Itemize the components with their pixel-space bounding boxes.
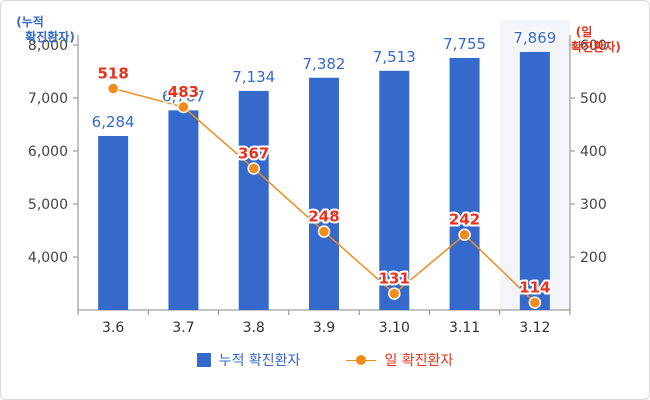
line-value-label: 518 [97,64,128,82]
line-point [388,287,401,300]
line-point [106,82,120,95]
line-value-label-halo: 131 [379,270,410,288]
bar [519,51,550,311]
legend-item-line: 일 확진환자 [346,350,453,370]
bar [309,77,339,310]
y-left-axis-title: (누적 [16,14,44,29]
legend: 누적 확진환자 일 확진환자 [0,350,650,370]
bar [98,135,129,310]
bar-value-label: 7,755 [443,35,486,53]
x-tick-label: 3.9 [313,320,335,336]
line-value-label: 242 [449,211,480,229]
line-value-label-halo: 483 [168,83,199,101]
bar [379,70,410,310]
legend-line-label: 일 확진환자 [384,353,454,369]
y-right-tick-label: 500 [580,91,607,107]
line-point [528,296,542,309]
line-point [317,225,331,238]
y-left-tick-label: 6,000 [28,144,68,160]
bar [168,110,199,310]
bar-value-label-halo: 7,134 [232,68,275,86]
bar-value-label: 7,134 [232,68,275,86]
line-value-label: 131 [379,270,410,288]
bar-value-label: 7,513 [373,48,416,66]
chart: 4,000 5,000 6,000 7,000 8,000 200 300 400 500 600… [16,14,621,336]
line-value-label: 114 [519,279,550,297]
x-tick-label: 3.8 [243,320,265,336]
bar-value-label: 6,767 [162,87,205,105]
x-tick-label: 3.12 [519,320,550,336]
line-point [177,100,190,114]
line-value-label-halo: 518 [97,64,128,82]
y-left-tick-label: 4,000 [28,250,68,266]
legend-bar-label: 누적 확진환자 [218,353,301,369]
line-value-label-halo: 114 [519,279,550,297]
y-right-axis-title: (일 [576,25,593,39]
y-right-tick-label: 400 [580,144,607,160]
y-right-tick-label: 600 [580,38,607,54]
legend-bar-swatch [196,353,211,367]
line-value-label-halo: 242 [449,211,480,229]
legend-item-bar: 누적 확진환자 [196,350,301,370]
legend-line-swatch [346,353,377,367]
bar-value-label: 6,284 [92,113,135,131]
bar-value-label-halo: 7,513 [373,48,416,66]
bar-value-label-halo: 6,284 [92,113,135,131]
bar [449,57,480,310]
line-value-label: 248 [308,208,339,226]
y-right-tick-label: 200 [580,250,607,266]
y-right-tick-label: 300 [580,197,607,213]
bar-value-label-halo: 6,767 [162,87,205,105]
y-left-axis-title: 확진환자) [25,29,75,44]
line-value-label: 483 [168,83,199,101]
y-right-axis-title: 확진환자) [571,39,621,54]
x-tick-label: 3.6 [102,320,124,336]
line-value-label: 367 [238,144,269,162]
line-value-label-halo: 367 [238,144,269,162]
bar-value-label: 7,382 [303,55,346,73]
line-point [458,228,471,241]
bar-value-label: 7,869 [513,29,556,47]
line-value-label-halo: 248 [308,208,339,226]
x-tick-label: 3.10 [379,320,410,336]
bar [238,90,269,310]
y-left-tick-label: 8,000 [28,38,68,54]
x-tick-label: 3.11 [449,320,480,336]
bar-value-label-halo: 7,869 [513,29,556,47]
bar-value-label-halo: 7,382 [303,55,346,73]
y-left-tick-label: 7,000 [28,91,68,107]
line-point [247,162,260,175]
bar-value-label-halo: 7,755 [443,35,486,53]
x-tick-label: 3.7 [172,320,194,336]
y-left-tick-label: 5,000 [28,197,68,213]
